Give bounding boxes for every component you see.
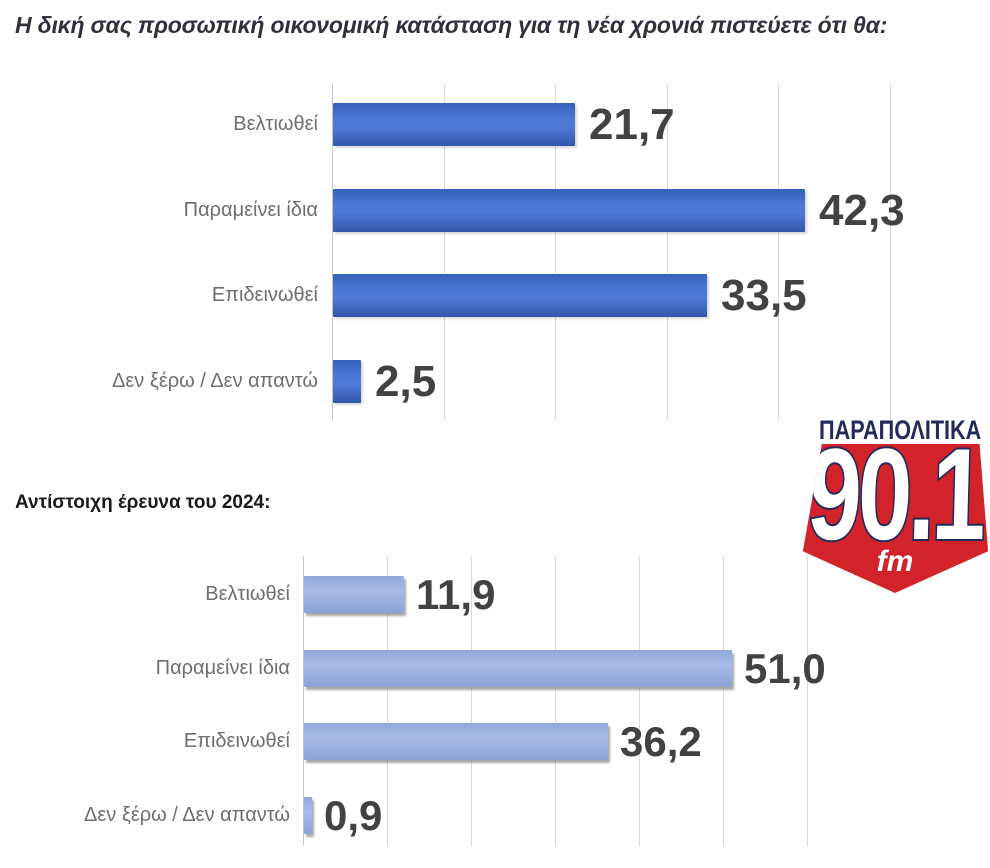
category-label: Επιδεινωθεί — [211, 284, 318, 306]
value-label: 42,3 — [819, 186, 905, 235]
category-label: Παραμείνει ίδια — [155, 657, 290, 679]
gridline — [723, 556, 724, 846]
bar — [304, 576, 404, 613]
gridline — [890, 84, 891, 420]
value-label: 51,0 — [744, 645, 826, 692]
bar — [304, 723, 608, 760]
logo-fm-label: fm — [876, 545, 914, 578]
category-label: Δεν ξέρω / Δεν απαντώ — [84, 804, 290, 826]
value-label: 36,2 — [620, 718, 702, 765]
bar — [304, 650, 732, 687]
logo-shield-shape: 90.1 fm — [802, 444, 989, 593]
value-label: 21,7 — [589, 100, 675, 149]
gridline — [667, 84, 668, 420]
bar — [333, 274, 707, 317]
bar — [304, 797, 312, 834]
section-2024-label: Αντίστοιχη έρευνα του 2024: — [15, 492, 271, 513]
page-title: Η δική σας προσωπική οικονομική κατάστασ… — [15, 12, 888, 38]
category-label: Βελτιωθεί — [205, 583, 290, 605]
chart-2025: Βελτιωθεί 21,7 Παραμείνει ίδια 42,3 Επιδεινω… — [0, 84, 990, 420]
value-axis-line — [303, 556, 304, 846]
logo-frequency: 90.1 — [804, 421, 986, 569]
gridline — [807, 556, 808, 846]
gridline — [471, 556, 472, 846]
category-label: Επιδεινωθεί — [183, 730, 290, 752]
gridline — [444, 84, 445, 420]
gridline — [555, 84, 556, 420]
gridline — [387, 556, 388, 846]
bar — [333, 103, 575, 146]
category-label: Δεν ξέρω / Δεν απαντώ — [112, 370, 318, 392]
bar — [333, 189, 805, 232]
logo-station-name: ΠΑΡΑΠΟΛΙΤΙΚΑ — [819, 415, 982, 445]
chart-2024: Βελτιωθεί 11,9 Παραμείνει ίδια 51,0 Επιδεινω… — [0, 556, 990, 846]
gridline — [639, 556, 640, 846]
gridline — [555, 556, 556, 846]
category-label: Βελτιωθεί — [233, 113, 318, 135]
bar — [333, 360, 361, 403]
value-label: 0,9 — [324, 792, 383, 839]
value-axis-line — [332, 84, 333, 420]
value-label: 2,5 — [375, 357, 437, 406]
value-label: 11,9 — [416, 571, 496, 618]
value-label: 33,5 — [721, 271, 807, 320]
category-label: Παραμείνει ίδια — [183, 199, 318, 221]
gridline — [778, 84, 779, 420]
parapolitika-radio-logo: ΠΑΡΑΠΟΛΙΤΙΚΑ 90.1 fm — [800, 415, 990, 597]
